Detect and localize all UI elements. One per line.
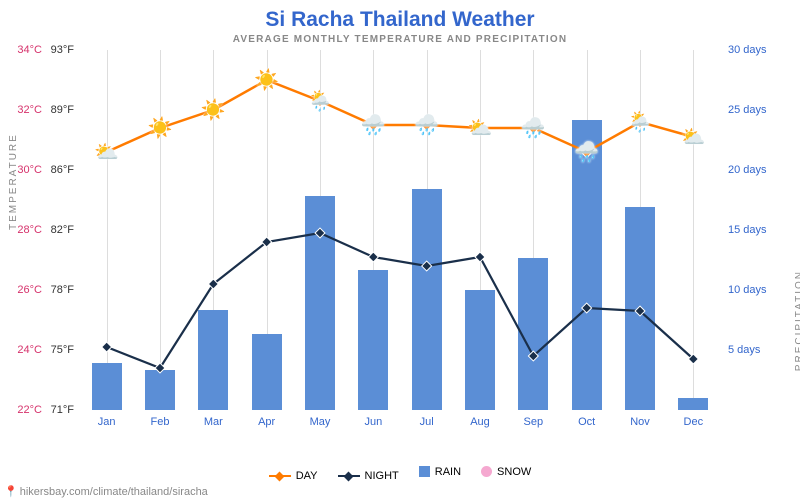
x-tick-label: Jun: [353, 416, 393, 428]
legend-label: SNOW: [497, 466, 531, 478]
legend-swatch: [419, 466, 430, 477]
weather-icon: ⛅: [468, 116, 493, 141]
legend-swatch: [338, 475, 360, 477]
night-marker: [475, 252, 485, 262]
y-left-tick-c: 24°C: [17, 344, 42, 356]
y-left-tick-f: 71°F: [51, 404, 74, 416]
y-left-tick-f: 75°F: [51, 344, 74, 356]
legend-item: NIGHT: [338, 470, 399, 482]
y-left-tick-f: 82°F: [51, 224, 74, 236]
y-right-tick: 25 days: [728, 104, 767, 116]
night-marker: [315, 228, 325, 238]
weather-icon: ☀️: [148, 116, 173, 141]
y-left-tick-c: 26°C: [17, 284, 42, 296]
y-left-tick-f: 93°F: [51, 44, 74, 56]
x-tick-label: Jan: [87, 416, 127, 428]
y-right-tick: 30 days: [728, 44, 767, 56]
y-left-tick-c: 30°C: [17, 164, 42, 176]
x-tick-label: Feb: [140, 416, 180, 428]
chart-subtitle: AVERAGE MONTHLY TEMPERATURE AND PRECIPIT…: [0, 32, 800, 45]
legend-swatch: [269, 475, 291, 477]
x-tick-label: Dec: [673, 416, 713, 428]
y-right-tick: 15 days: [728, 224, 767, 236]
legend-swatch: [481, 466, 492, 477]
y-left-tick-f: 89°F: [51, 104, 74, 116]
weather-icon: 🌧️: [574, 140, 599, 165]
y-left-tick-c: 32°C: [17, 104, 42, 116]
y-axis-right-label: PRECIPITATION: [794, 270, 800, 371]
x-tick-label: Apr: [247, 416, 287, 428]
chart-area: JanFebMarAprMayJunJulAugSepOctNovDec22°C…: [80, 50, 760, 430]
chart-title: Si Racha Thailand Weather: [0, 0, 800, 32]
legend: DAY NIGHT RAIN SNOW: [0, 466, 800, 483]
weather-icon: 🌧️: [414, 113, 439, 138]
weather-icon: 🌧️: [361, 113, 386, 138]
source-watermark: 📍hikersbay.com/climate/thailand/siracha: [4, 485, 208, 498]
x-tick-label: Mar: [193, 416, 233, 428]
weather-icon: 🌦️: [308, 89, 333, 114]
y-axis-left-label: TEMPERATURE: [8, 133, 19, 230]
weather-icon: ⛅: [94, 140, 119, 165]
weather-icon: ⛅: [681, 125, 706, 150]
weather-icon: 🌦️: [628, 110, 653, 135]
legend-item: DAY: [269, 470, 318, 482]
weather-icon: ☀️: [201, 98, 226, 123]
weather-icon: 🌧️: [521, 116, 546, 141]
y-left-tick-f: 78°F: [51, 284, 74, 296]
x-tick-label: Nov: [620, 416, 660, 428]
y-right-tick: 10 days: [728, 284, 767, 296]
y-right-tick: 5 days: [728, 344, 760, 356]
source-url: hikersbay.com/climate/thailand/siracha: [20, 486, 208, 498]
legend-item: RAIN: [419, 466, 461, 478]
day-line: [107, 80, 694, 152]
x-tick-label: Jul: [407, 416, 447, 428]
pin-icon: 📍: [4, 486, 18, 498]
y-left-tick-c: 22°C: [17, 404, 42, 416]
night-marker: [102, 342, 112, 352]
night-marker: [368, 252, 378, 262]
x-tick-label: May: [300, 416, 340, 428]
weather-icon: ☀️: [254, 68, 279, 93]
x-tick-label: Sep: [513, 416, 553, 428]
y-left-tick-c: 28°C: [17, 224, 42, 236]
y-left-tick-c: 34°C: [17, 44, 42, 56]
night-line: [107, 233, 694, 368]
y-left-tick-f: 86°F: [51, 164, 74, 176]
x-tick-label: Oct: [567, 416, 607, 428]
legend-label: DAY: [296, 470, 318, 482]
x-tick-label: Aug: [460, 416, 500, 428]
legend-item: SNOW: [481, 466, 531, 478]
legend-label: RAIN: [435, 466, 461, 478]
plot-area: JanFebMarAprMayJunJulAugSepOctNovDec22°C…: [80, 50, 720, 410]
legend-label: NIGHT: [365, 470, 399, 482]
y-right-tick: 20 days: [728, 164, 767, 176]
night-marker: [422, 261, 432, 271]
line-layer: [80, 50, 720, 410]
